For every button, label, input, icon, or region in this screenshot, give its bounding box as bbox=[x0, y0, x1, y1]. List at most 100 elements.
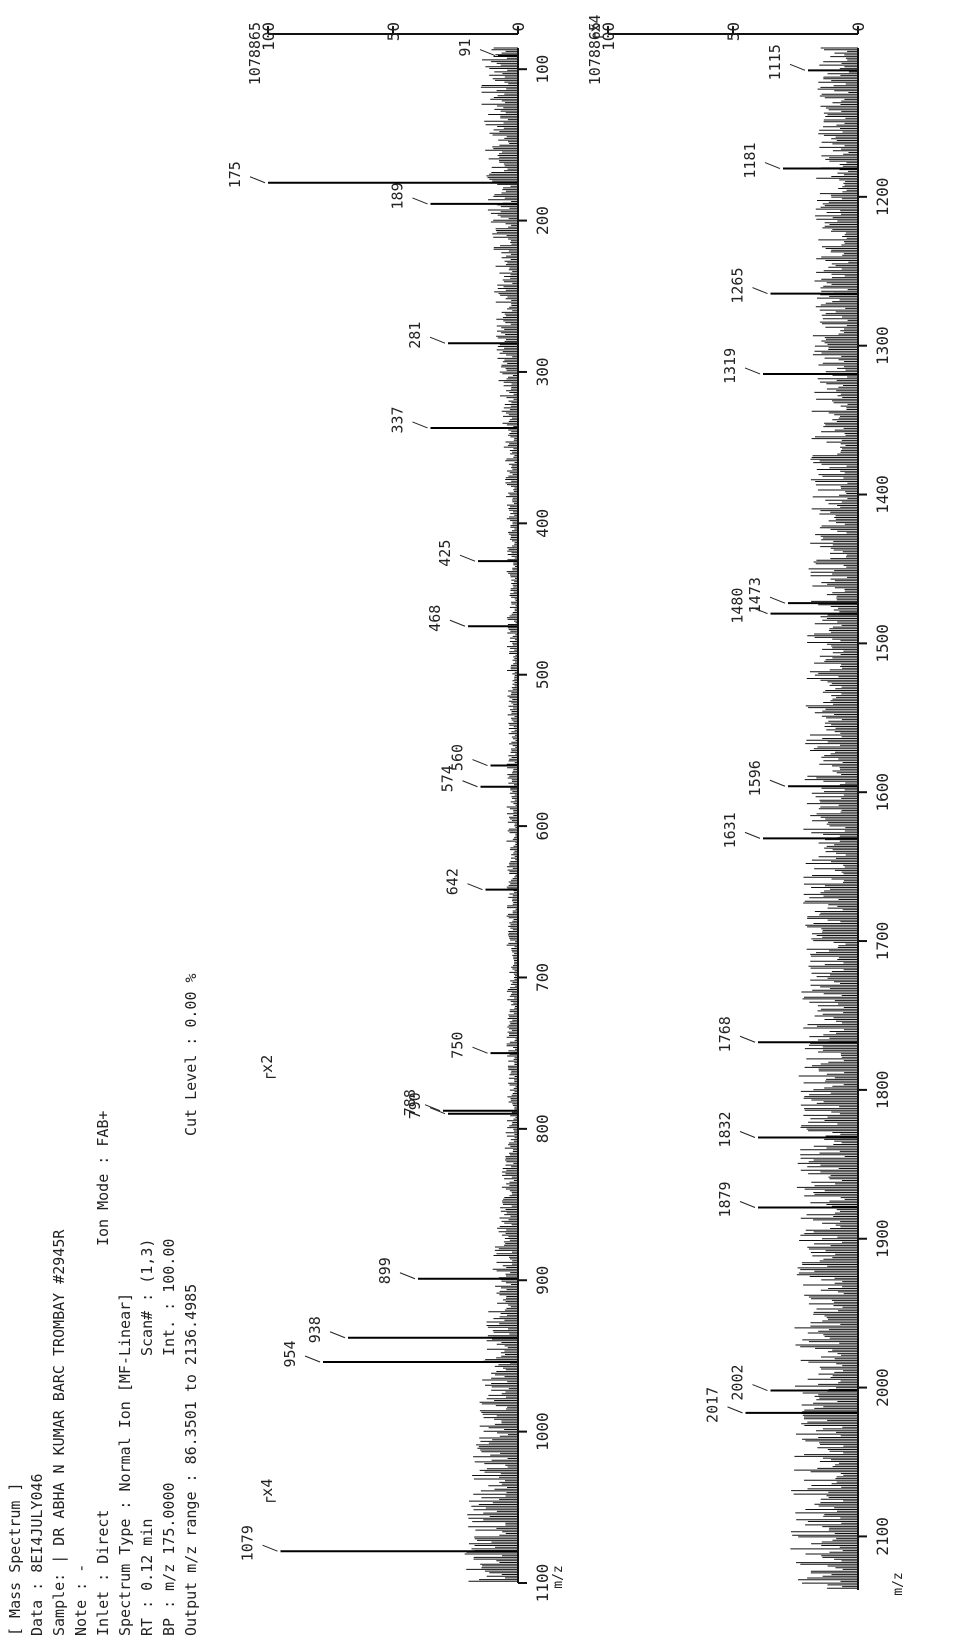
peak-leader-1079 bbox=[262, 1544, 278, 1552]
mz-tick-label-1100: 1100 bbox=[533, 1564, 552, 1603]
peak-leader-2002 bbox=[752, 1384, 768, 1392]
peak-leader-938 bbox=[329, 1331, 346, 1339]
peak-label-899: 899 bbox=[376, 1257, 394, 1284]
max-count-label: 1078865 bbox=[586, 22, 604, 85]
peak-leader-954 bbox=[304, 1355, 321, 1363]
cut-level-label: Cut Level : 0.00 % bbox=[182, 973, 200, 1136]
peak-label-560: 560 bbox=[449, 744, 467, 771]
peak-label-91: 91 bbox=[456, 39, 474, 57]
peak-label-189: 189 bbox=[389, 182, 407, 209]
mz-tick-label-1500: 1500 bbox=[873, 624, 892, 663]
header-line-7: RT : 0.12 min bbox=[138, 1519, 156, 1636]
peak-label-574: 574 bbox=[439, 765, 457, 792]
peak-label-281: 281 bbox=[406, 322, 424, 349]
mz-tick-label-1900: 1900 bbox=[873, 1219, 892, 1258]
mz-tick-label-2000: 2000 bbox=[873, 1368, 892, 1407]
peak-label-1480: 1480 bbox=[729, 588, 747, 624]
peak-leader-1181 bbox=[764, 162, 781, 170]
intensity-tick-label-50: 50 bbox=[384, 22, 403, 41]
peak-leader-1879 bbox=[739, 1201, 756, 1208]
peak-leader-175 bbox=[249, 176, 266, 184]
mz-tick-label-700: 700 bbox=[533, 963, 552, 992]
peak-leader-337 bbox=[412, 421, 428, 429]
peak-leader-1832 bbox=[739, 1131, 756, 1138]
spectrum-header: [ Mass Spectrum ] Data : 8EI4JULY046 Sam… bbox=[6, 973, 200, 1636]
peak-leader-1265 bbox=[752, 287, 768, 295]
peak-label-954: 954 bbox=[281, 1340, 299, 1367]
peak-leader-750 bbox=[472, 1046, 488, 1054]
mz-tick-label-100: 100 bbox=[533, 55, 552, 84]
header-line-4: Note : - bbox=[72, 1564, 90, 1636]
peak-leader-788 bbox=[424, 1104, 441, 1112]
peak-label-1631: 1631 bbox=[721, 812, 739, 848]
mz-tick-label-900: 900 bbox=[533, 1266, 552, 1295]
peak-label-1079: 1079 bbox=[239, 1525, 257, 1561]
zoom-mark-x4: ┌x4 bbox=[586, 14, 604, 41]
intensity-label: Int. : 100.00 bbox=[160, 1239, 178, 1356]
ion-mode-label: Ion Mode : FAB+ bbox=[94, 1111, 112, 1246]
peak-leader-642 bbox=[467, 883, 483, 891]
peak-leader-1319 bbox=[744, 367, 761, 375]
max-count-label: 1078865 bbox=[246, 22, 264, 85]
mz-tick-label-400: 400 bbox=[533, 509, 552, 538]
peak-leader-1115 bbox=[789, 63, 806, 71]
peak-label-2002: 2002 bbox=[729, 1364, 747, 1400]
peak-label-2017: 2017 bbox=[704, 1387, 722, 1423]
header-line-2: Data : 8EI4JULY046 bbox=[28, 1473, 46, 1636]
peak-label-337: 337 bbox=[389, 406, 407, 433]
header-line-8: BP : m/z 175.0000 bbox=[160, 1482, 178, 1636]
intensity-tick-label-100: 100 bbox=[259, 22, 278, 51]
peak-label-1832: 1832 bbox=[716, 1111, 734, 1147]
intensity-tick-label-0: 0 bbox=[849, 22, 868, 32]
mz-unit-label: m/z bbox=[551, 1565, 566, 1588]
mz-tick-label-1000: 1000 bbox=[533, 1412, 552, 1451]
zoom-mark-x2: ┌x2 bbox=[258, 1055, 276, 1082]
peak-leader-1631 bbox=[744, 831, 761, 839]
peak-leader-790 bbox=[429, 1107, 446, 1115]
mz-tick-label-1600: 1600 bbox=[873, 773, 892, 812]
intensity-tick-label-0: 0 bbox=[509, 22, 528, 32]
peak-leader-425 bbox=[459, 554, 476, 562]
mz-tick-label-500: 500 bbox=[533, 660, 552, 689]
peak-label-1115: 1115 bbox=[766, 44, 784, 80]
header-line-9: Output m/z range : 86.3501 to 2136.4985 bbox=[182, 1284, 200, 1636]
peak-label-1879: 1879 bbox=[716, 1181, 734, 1217]
mz-tick-label-800: 800 bbox=[533, 1114, 552, 1143]
scan-label: Scan# : (1,3) bbox=[138, 1239, 156, 1356]
header-line-3: Sample: | DR ABHA N KUMAR BARC TROMBAY #… bbox=[50, 1229, 68, 1636]
spectrum-trace bbox=[464, 47, 518, 1582]
mz-tick-label-600: 600 bbox=[533, 812, 552, 841]
zoom-mark-x4: ┌x4 bbox=[258, 1479, 276, 1506]
peak-leader-189 bbox=[412, 197, 428, 205]
mz-tick-label-1700: 1700 bbox=[873, 922, 892, 961]
mz-tick-label-200: 200 bbox=[533, 206, 552, 235]
peak-leader-1480 bbox=[752, 607, 768, 615]
peak-label-1181: 1181 bbox=[741, 142, 759, 178]
peak-label-1473: 1473 bbox=[746, 577, 764, 613]
peak-leader-1768 bbox=[739, 1035, 756, 1043]
peak-label-788: 788 bbox=[401, 1089, 419, 1116]
mz-tick-label-1800: 1800 bbox=[873, 1071, 892, 1110]
mz-unit-label: m/z bbox=[891, 1572, 906, 1595]
mz-tick-label-1200: 1200 bbox=[873, 178, 892, 217]
peak-label-175: 175 bbox=[226, 161, 244, 188]
header-line-6: Spectrum Type : Normal Ion [MF-Linear] bbox=[116, 1293, 134, 1636]
mz-tick-label-1300: 1300 bbox=[873, 326, 892, 365]
header-line-1: [ Mass Spectrum ] bbox=[6, 1482, 24, 1636]
intensity-tick-label-100: 100 bbox=[599, 22, 618, 51]
peak-leader-899 bbox=[399, 1272, 416, 1280]
peak-label-938: 938 bbox=[306, 1316, 324, 1343]
peak-label-1768: 1768 bbox=[716, 1016, 734, 1052]
spectrum-trace bbox=[790, 47, 858, 1589]
header-line-5: Inlet : Direct bbox=[94, 1510, 112, 1636]
peak-label-468: 468 bbox=[426, 605, 444, 632]
peak-leader-468 bbox=[449, 619, 466, 627]
peak-label-642: 642 bbox=[444, 868, 462, 895]
peak-label-1596: 1596 bbox=[746, 760, 764, 796]
peak-label-790: 790 bbox=[406, 1092, 424, 1119]
peak-label-1265: 1265 bbox=[729, 268, 747, 304]
peak-leader-2017 bbox=[727, 1406, 743, 1414]
